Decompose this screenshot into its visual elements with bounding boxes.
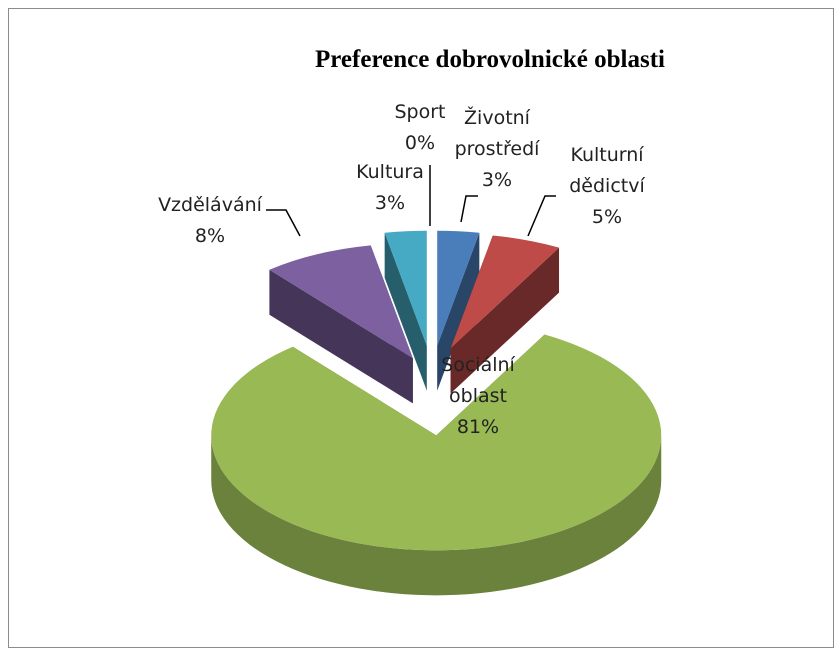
slice-top bbox=[384, 230, 427, 346]
slice bbox=[269, 245, 413, 404]
data-label: Životní prostředí 3% bbox=[447, 103, 547, 196]
slice bbox=[211, 334, 662, 596]
data-label: Vzdělávání 8% bbox=[140, 190, 280, 252]
value-label: 8% bbox=[194, 225, 226, 247]
slice-side bbox=[269, 269, 413, 404]
chart-title: Preference dobrovolnické oblasti bbox=[315, 46, 665, 73]
value-label: 5% bbox=[591, 206, 623, 228]
category-label: Vzdělávání bbox=[158, 194, 262, 216]
slice-side bbox=[384, 232, 427, 391]
data-label: Sociální oblast 81% bbox=[423, 350, 533, 443]
leader-line bbox=[266, 209, 301, 237]
value-label: 3% bbox=[374, 192, 406, 214]
pie-area bbox=[211, 165, 662, 596]
slice bbox=[384, 230, 427, 391]
data-label: Kultura 3% bbox=[340, 157, 440, 219]
category-label: Životní prostředí bbox=[454, 107, 540, 160]
slice-top bbox=[437, 230, 480, 346]
category-label: Sport bbox=[394, 101, 446, 123]
value-label: 81% bbox=[456, 416, 500, 438]
slice-top bbox=[211, 334, 662, 551]
slice-top bbox=[450, 235, 560, 349]
category-label: Kulturní dědictví bbox=[569, 144, 645, 197]
data-label: Sport 0% bbox=[380, 97, 460, 159]
chart: Preference dobrovolnické oblasti Životní… bbox=[8, 8, 834, 648]
slice-side bbox=[437, 232, 480, 391]
category-label: Sociální oblast bbox=[441, 354, 515, 407]
slice-top bbox=[269, 245, 413, 359]
leader-line bbox=[460, 195, 478, 223]
data-label: Kulturní dědictví 5% bbox=[557, 140, 657, 233]
slice-wall bbox=[211, 435, 662, 596]
leader-line bbox=[527, 195, 556, 237]
value-label: 3% bbox=[481, 169, 513, 191]
value-label: 0% bbox=[404, 132, 436, 154]
category-label: Kultura bbox=[356, 161, 424, 183]
slice bbox=[450, 235, 560, 394]
slice-side bbox=[450, 247, 560, 394]
slice bbox=[437, 230, 480, 391]
